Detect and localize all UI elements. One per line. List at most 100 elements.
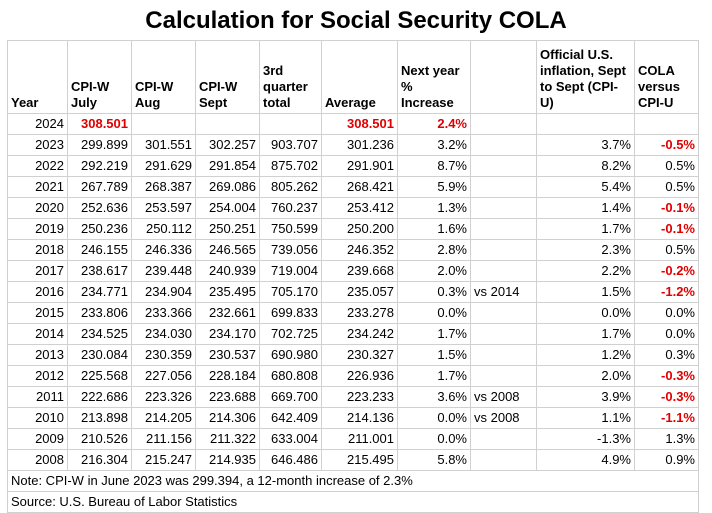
table-row: 2012 225.568 227.056 228.184 680.808 226.936 1… xyxy=(7,365,699,387)
cell-cpiw-july: 238.617 xyxy=(67,260,132,282)
cell-q3-total: 690.980 xyxy=(259,344,322,366)
cell-average: 214.136 xyxy=(321,407,398,429)
cell-next-year: 3.2% xyxy=(397,134,471,156)
cell-next-year: 8.7% xyxy=(397,155,471,177)
cell-next-year: 0.3% xyxy=(397,281,471,303)
header-average: Average xyxy=(321,40,398,114)
table-row: 2017 238.617 239.448 240.939 719.004 239.668 2… xyxy=(7,260,699,282)
cell-note xyxy=(470,113,537,135)
cell-note xyxy=(470,134,537,156)
cell-cpiw-aug: 253.597 xyxy=(131,197,196,219)
header-q3-total: 3rd quarter total xyxy=(259,40,322,114)
cell-cola-vs-cpiu: 1.3% xyxy=(634,428,699,450)
table-row: 2014 234.525 234.030 234.170 702.725 234.242 1… xyxy=(7,323,699,345)
cell-cpiw-july: 250.236 xyxy=(67,218,132,240)
cell-official-inflation: 3.7% xyxy=(536,134,635,156)
cell-cpiw-aug xyxy=(131,113,196,135)
cell-cpiw-aug: 233.366 xyxy=(131,302,196,324)
cell-note xyxy=(470,155,537,177)
cell-average: 226.936 xyxy=(321,365,398,387)
cell-cpiw-sept: 240.939 xyxy=(195,260,260,282)
cell-q3-total: 719.004 xyxy=(259,260,322,282)
header-row: Year CPI-W July CPI-W Aug CPI-W Sept 3rd qua… xyxy=(7,40,699,114)
cell-year: 2022 xyxy=(7,155,68,177)
table-row: 2011 222.686 223.326 223.688 669.700 223.233 3… xyxy=(7,386,699,408)
cell-year: 2018 xyxy=(7,239,68,261)
cell-cpiw-sept: 250.251 xyxy=(195,218,260,240)
cell-cpiw-aug: 291.629 xyxy=(131,155,196,177)
cell-year: 2020 xyxy=(7,197,68,219)
table-row: 2024 308.501 308.501 2.4% xyxy=(7,113,699,135)
cell-official-inflation: 1.7% xyxy=(536,323,635,345)
cell-cola-vs-cpiu: 0.5% xyxy=(634,176,699,198)
cell-note xyxy=(470,449,537,471)
cell-q3-total: 699.833 xyxy=(259,302,322,324)
header-official-inflation: Official U.S. inflation, Sept to Sept (CPI… xyxy=(536,40,635,114)
cell-cola-vs-cpiu: -1.2% xyxy=(634,281,699,303)
cell-average: 223.233 xyxy=(321,386,398,408)
cell-next-year: 1.3% xyxy=(397,197,471,219)
cell-cpiw-aug: 239.448 xyxy=(131,260,196,282)
cell-q3-total: 702.725 xyxy=(259,323,322,345)
cell-official-inflation: 1.5% xyxy=(536,281,635,303)
cell-cola-vs-cpiu: -0.2% xyxy=(634,260,699,282)
cell-next-year: 5.9% xyxy=(397,176,471,198)
cell-cpiw-sept: 214.306 xyxy=(195,407,260,429)
cell-cpiw-aug: 268.387 xyxy=(131,176,196,198)
cell-average: 211.001 xyxy=(321,428,398,450)
cell-cpiw-aug: 227.056 xyxy=(131,365,196,387)
cell-average: 235.057 xyxy=(321,281,398,303)
cell-cpiw-sept: 230.537 xyxy=(195,344,260,366)
cell-official-inflation: 2.2% xyxy=(536,260,635,282)
header-cpiw-aug: CPI-W Aug xyxy=(131,40,196,114)
cell-official-inflation: 1.1% xyxy=(536,407,635,429)
table-row: 2010 213.898 214.205 214.306 642.409 214.136 0… xyxy=(7,407,699,429)
cell-note: vs 2014 xyxy=(470,281,537,303)
table-row: 2016 234.771 234.904 235.495 705.170 235.057 0… xyxy=(7,281,699,303)
cell-cola-vs-cpiu xyxy=(634,113,699,135)
cell-cpiw-aug: 246.336 xyxy=(131,239,196,261)
cell-cpiw-aug: 234.904 xyxy=(131,281,196,303)
cell-next-year: 1.5% xyxy=(397,344,471,366)
cell-cpiw-aug: 211.156 xyxy=(131,428,196,450)
cell-average: 291.901 xyxy=(321,155,398,177)
cell-cola-vs-cpiu: 0.9% xyxy=(634,449,699,471)
table-row: 2009 210.526 211.156 211.322 633.004 211.001 0… xyxy=(7,428,699,450)
cell-cola-vs-cpiu: -0.1% xyxy=(634,218,699,240)
footer-note-row: Note: CPI-W in June 2023 was 299.394, a … xyxy=(7,470,699,492)
cell-average: 233.278 xyxy=(321,302,398,324)
cell-note xyxy=(470,260,537,282)
cell-note: vs 2008 xyxy=(470,386,537,408)
cell-official-inflation xyxy=(536,113,635,135)
cell-cpiw-july: 210.526 xyxy=(67,428,132,450)
cell-average: 246.352 xyxy=(321,239,398,261)
cell-q3-total xyxy=(259,113,322,135)
cell-cola-vs-cpiu: 0.0% xyxy=(634,302,699,324)
header-cpiw-sept: CPI-W Sept xyxy=(195,40,260,114)
cell-cpiw-aug: 250.112 xyxy=(131,218,196,240)
cell-note xyxy=(470,302,537,324)
cell-cpiw-july: 234.525 xyxy=(67,323,132,345)
cell-year: 2021 xyxy=(7,176,68,198)
cell-average: 308.501 xyxy=(321,113,398,135)
table-row: 2015 233.806 233.366 232.661 699.833 233.278 0… xyxy=(7,302,699,324)
cell-cpiw-july: 233.806 xyxy=(67,302,132,324)
cell-cpiw-aug: 223.326 xyxy=(131,386,196,408)
cell-next-year: 1.7% xyxy=(397,323,471,345)
cell-official-inflation: 1.2% xyxy=(536,344,635,366)
cell-q3-total: 739.056 xyxy=(259,239,322,261)
cell-next-year: 5.8% xyxy=(397,449,471,471)
cell-cpiw-july: 230.084 xyxy=(67,344,132,366)
cell-year: 2019 xyxy=(7,218,68,240)
cell-cpiw-aug: 215.247 xyxy=(131,449,196,471)
cell-q3-total: 750.599 xyxy=(259,218,322,240)
cell-q3-total: 760.237 xyxy=(259,197,322,219)
cell-cpiw-july: 292.219 xyxy=(67,155,132,177)
cell-cpiw-july: 246.155 xyxy=(67,239,132,261)
table-body: 2024 308.501 308.501 2.4% 2023 299.899 301.551… xyxy=(7,113,699,471)
cell-average: 230.327 xyxy=(321,344,398,366)
cell-next-year: 0.0% xyxy=(397,302,471,324)
table-row: 2013 230.084 230.359 230.537 690.980 230.327 1… xyxy=(7,344,699,366)
cell-next-year: 0.0% xyxy=(397,407,471,429)
cell-year: 2009 xyxy=(7,428,68,450)
